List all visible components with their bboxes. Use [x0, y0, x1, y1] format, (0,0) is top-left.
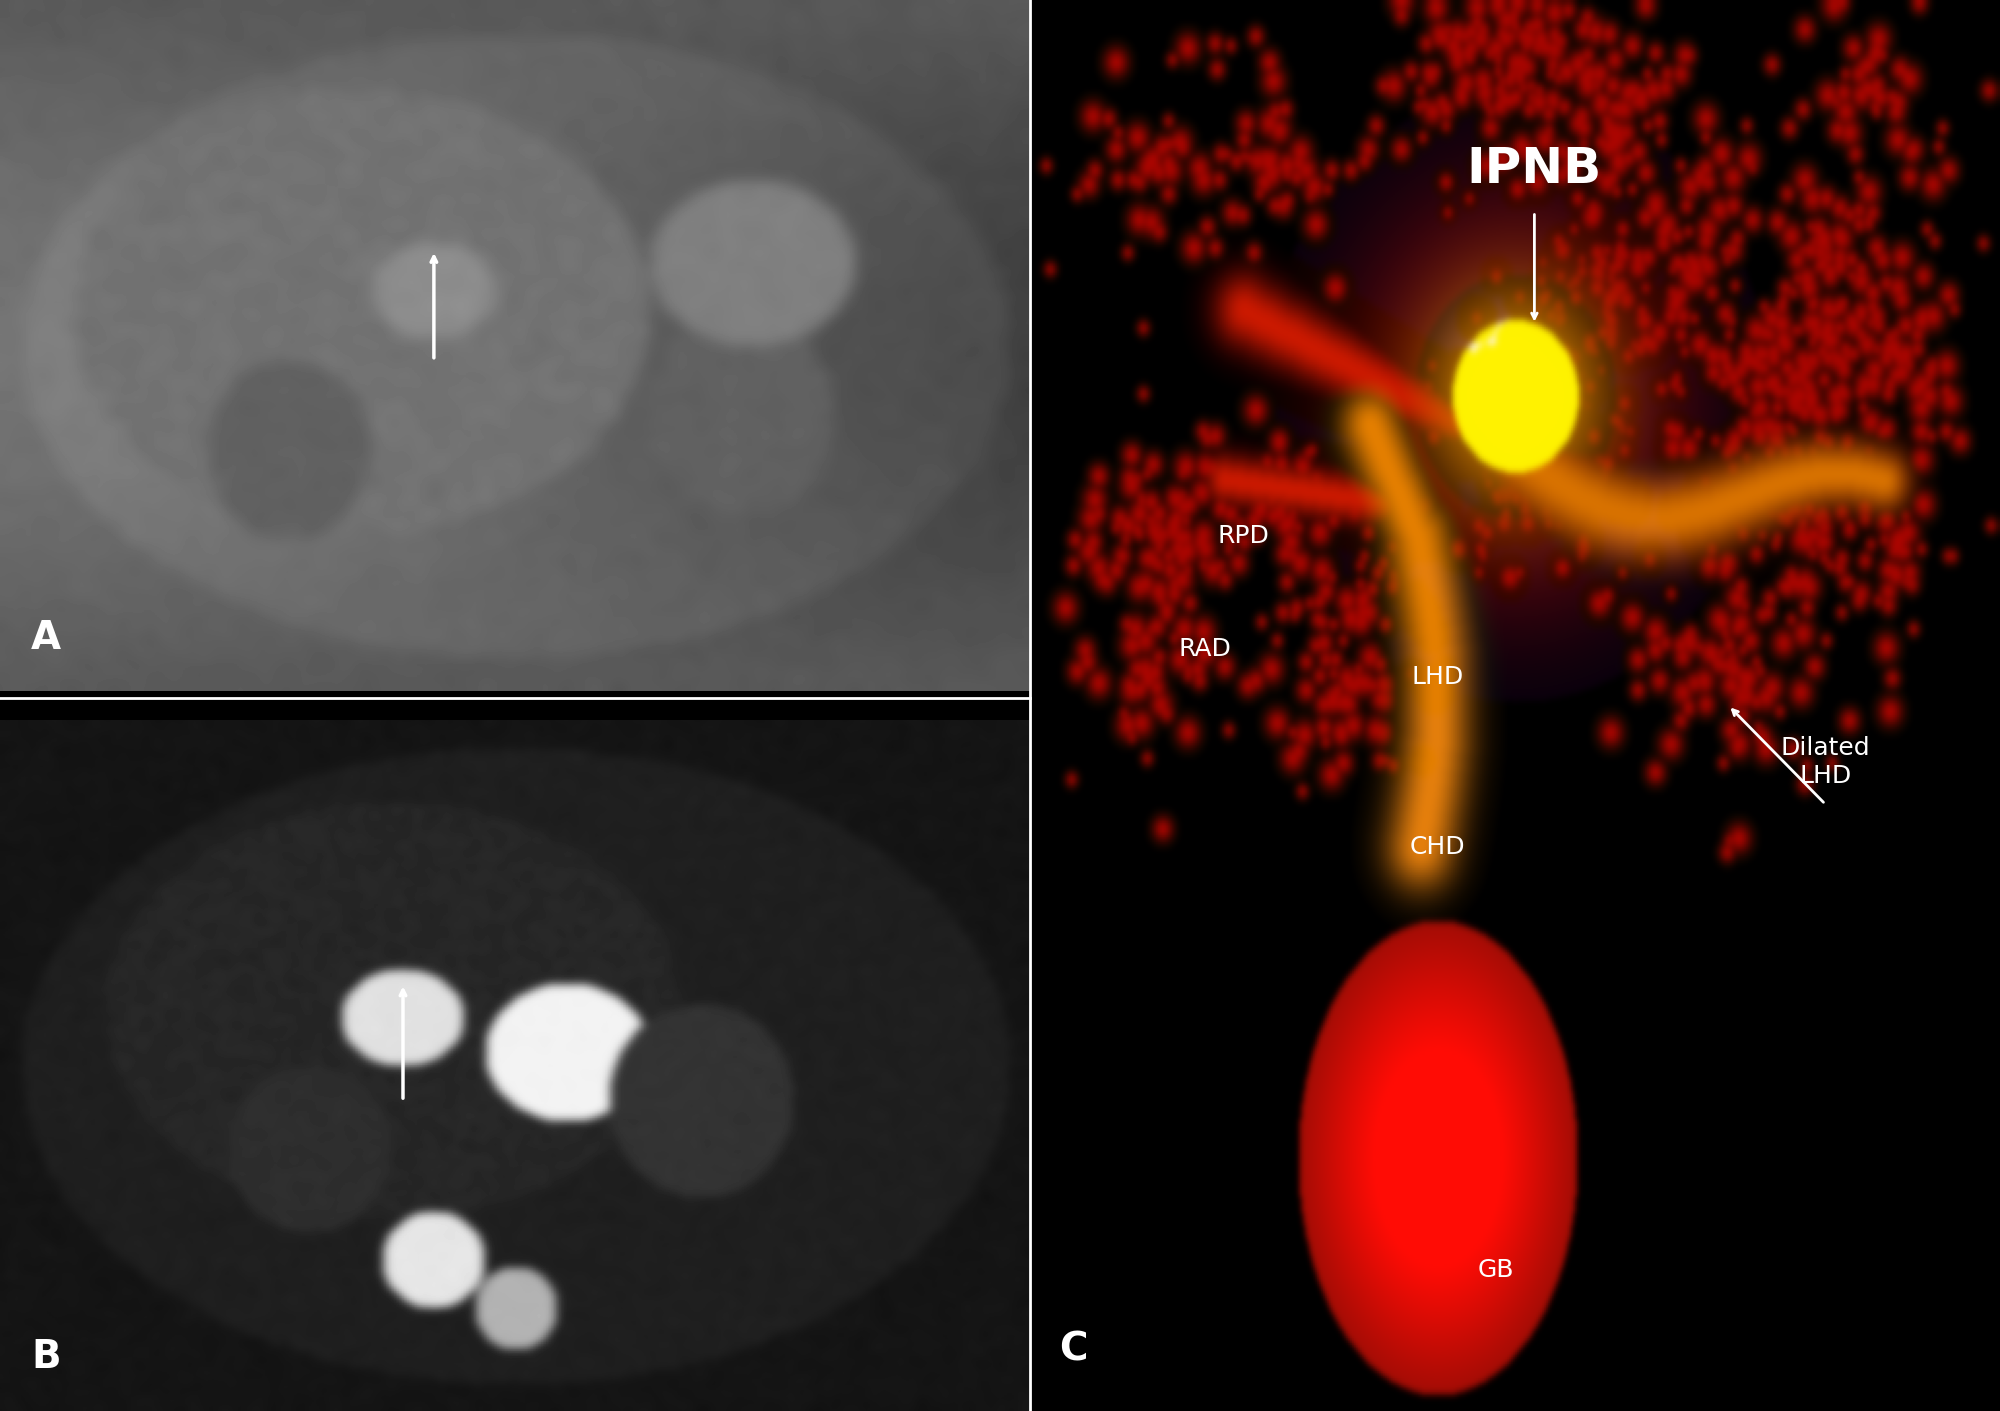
Text: Dilated
LHD: Dilated LHD — [1780, 737, 1870, 787]
Text: RPD: RPD — [1218, 523, 1270, 549]
Text: A: A — [30, 619, 62, 658]
Text: C: C — [1060, 1331, 1088, 1369]
Text: RAD: RAD — [1178, 636, 1232, 662]
Text: B: B — [30, 1339, 60, 1377]
Text: LHD: LHD — [1412, 665, 1464, 690]
Text: IPNB: IPNB — [1466, 145, 1602, 193]
Text: GB: GB — [1478, 1257, 1514, 1283]
Text: CHD: CHD — [1410, 834, 1466, 859]
